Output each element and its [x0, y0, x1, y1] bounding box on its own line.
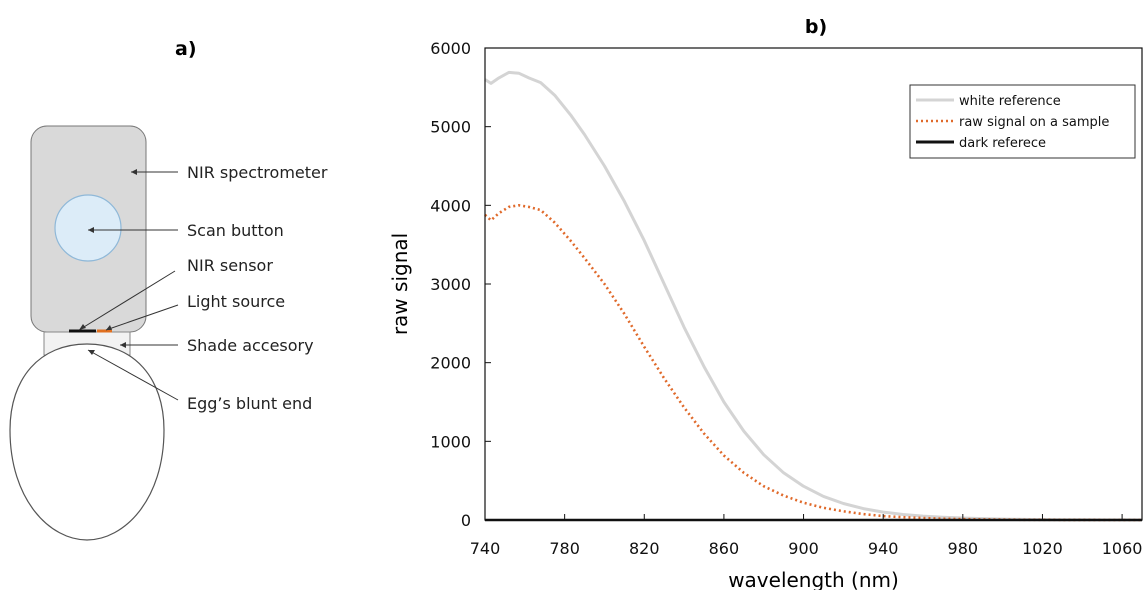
nir-sensor-leader — [78, 270, 176, 331]
callout-nir-sensor: NIR sensor — [187, 256, 273, 275]
x-tick-label: 860 — [709, 539, 740, 558]
arrowhead-icon — [120, 342, 126, 348]
panel-a-label: a) — [175, 38, 197, 60]
x-tick-label: 1020 — [1022, 539, 1063, 558]
arrowhead-icon — [88, 350, 95, 355]
arrowhead-icon — [131, 169, 137, 175]
device-schematic-panel: a) NIR spect — [0, 0, 380, 590]
y-tick-label: 6000 — [430, 39, 471, 58]
x-tick-label: 820 — [629, 539, 660, 558]
x-tick-label: 1060 — [1102, 539, 1143, 558]
legend-label: white reference — [959, 94, 1061, 109]
x-tick-label: 740 — [470, 539, 501, 558]
chart-title: b) — [805, 16, 827, 38]
y-tick-label: 2000 — [430, 354, 471, 373]
light-source-leader — [105, 304, 179, 331]
x-tick-label: 980 — [948, 539, 979, 558]
y-tick-label: 3000 — [430, 275, 471, 294]
x-tick-label: 780 — [549, 539, 580, 558]
scan-button-icon — [54, 194, 122, 262]
device-schematic: a) NIR spect — [9, 38, 328, 541]
spectra-chart-panel: b) 740 780 820 860 900 940 980 1020 1060 0 1000 200… — [380, 0, 1146, 592]
arrowhead-icon — [106, 325, 112, 330]
series-line-raw-signal-on-a-sample — [484, 204, 1142, 522]
y-tick-label: 1000 — [430, 432, 471, 451]
y-tick-label: 4000 — [430, 196, 471, 215]
egg-leader — [87, 349, 179, 401]
callout-shade-accessory: Shade accesory — [187, 336, 314, 355]
legend-label: dark referece — [959, 136, 1046, 151]
x-axis-label: wavelength (nm) — [728, 568, 899, 590]
y-axis-label: raw signal — [388, 233, 412, 335]
callout-light-source: Light source — [187, 292, 285, 311]
x-tick-label: 900 — [788, 539, 819, 558]
y-tick-label: 0 — [461, 511, 471, 530]
callout-scan-button: Scan button — [187, 221, 284, 240]
egg-outline — [9, 343, 165, 541]
spectra-chart: b) 740 780 820 860 900 940 980 1020 1060 0 1000 200… — [388, 16, 1143, 592]
x-tick-label: 940 — [868, 539, 899, 558]
callout-egg-blunt-end: Egg’s blunt end — [187, 394, 312, 413]
y-tick-label: 5000 — [430, 118, 471, 137]
arrowhead-icon — [79, 324, 86, 330]
legend-label: raw signal on a sample — [959, 115, 1109, 130]
legend: white reference raw signal on a sample dar… — [909, 84, 1136, 159]
callout-nir-spectrometer: NIR spectrometer — [187, 163, 328, 182]
arrowhead-icon — [88, 227, 94, 233]
